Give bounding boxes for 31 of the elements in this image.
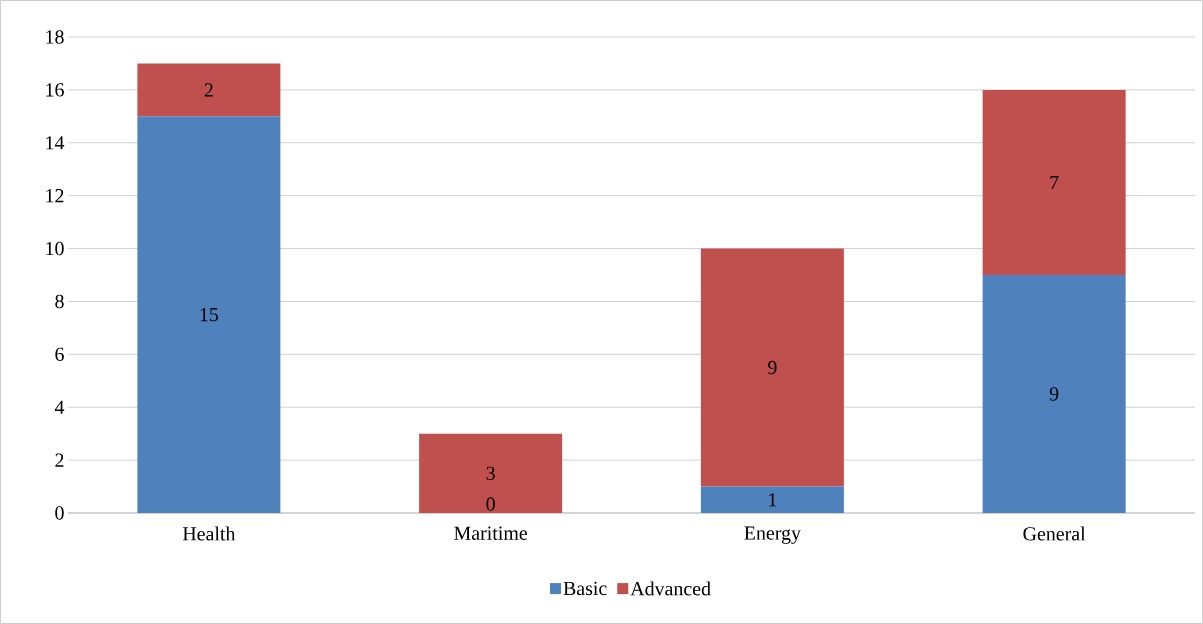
bar [982, 275, 1126, 513]
y-tick-label: 4 [54, 400, 65, 414]
bar [700, 248, 844, 487]
bar [419, 433, 563, 513]
bar [700, 486, 844, 513]
x-tick-label: Maritime [454, 526, 528, 540]
legend-label: Basic [563, 581, 607, 596]
y-tick-label: 2 [55, 453, 64, 467]
bar [137, 63, 281, 117]
data-label: 3 [486, 466, 495, 481]
data-label: 15 [200, 307, 219, 322]
data-label: 9 [768, 360, 777, 375]
bar [982, 89, 1126, 275]
y-tick-label: 16 [46, 83, 64, 97]
y-tick-label: 0 [55, 506, 64, 520]
data-label: 7 [1050, 175, 1059, 189]
y-tick-label: 10 [46, 241, 64, 256]
x-tick-label: General [1023, 526, 1086, 541]
data-label: 2 [204, 83, 213, 97]
y-tick-label: 14 [46, 136, 65, 150]
y-tick-label: 12 [46, 189, 64, 203]
data-label: 1 [769, 493, 777, 507]
legend-label: Advanced [630, 581, 711, 596]
y-tick-label: 18 [46, 30, 64, 44]
x-tick-label: Health [182, 526, 236, 541]
data-label: 0 [486, 497, 495, 511]
bar [137, 116, 281, 513]
y-tick-label: 8 [55, 294, 64, 309]
y-tick-label: 6 [55, 347, 64, 362]
x-tick-label: Energy [744, 526, 801, 544]
data-label: 9 [1049, 387, 1059, 401]
